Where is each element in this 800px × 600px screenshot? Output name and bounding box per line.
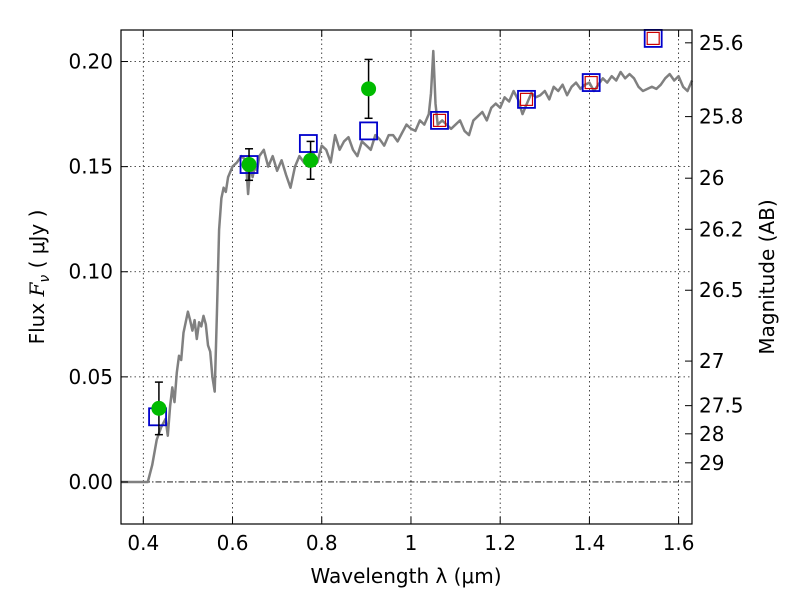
magnitude-tick-label: 25.8: [699, 105, 744, 129]
data-layer: [121, 29, 694, 484]
magnitude-tick-label: 26.5: [699, 278, 744, 302]
model-box: [359, 121, 378, 141]
sed-model-line: [121, 49, 694, 484]
y-axis-label-prefix: Flux: [25, 296, 49, 344]
plot-frame: [120, 29, 693, 525]
model-box-inner: [646, 31, 660, 46]
magnitude-tick-label: 29: [699, 451, 724, 475]
magnitude-tick-label: 25.6: [699, 31, 744, 55]
y-axis-label-suffix: ( μJy ): [25, 210, 49, 275]
photometry-point: [151, 400, 167, 416]
model-box: [430, 110, 449, 130]
y-tick-label: 0.10: [68, 260, 113, 284]
x-tick-label: 1.2: [484, 531, 516, 555]
axis-layer: 0.4 0.6 0.8 1 1.2 1.4 1.6 0.00 0.05 0.10 0.15 0.20 2…: [68, 30, 744, 555]
magnitude-tick-label: 27: [699, 349, 724, 373]
x-tick-label: 1: [405, 531, 418, 555]
y-tick-label: 0.15: [68, 155, 113, 179]
photometry-point: [303, 152, 319, 168]
x-tick-label: 1.6: [663, 531, 695, 555]
magnitude-tick-label: 26: [699, 166, 724, 190]
y-tick-label: 0.00: [68, 470, 113, 494]
model-box-inner: [432, 113, 447, 127]
model-box: [517, 89, 536, 109]
model-box-inner: [519, 92, 534, 106]
magnitude-tick-label: 27.5: [699, 394, 744, 418]
x-axis-label: Wavelength λ (μm): [310, 564, 501, 588]
y2-axis-label: Magnitude (AB): [755, 199, 779, 354]
magnitude-tick-label: 28: [699, 422, 724, 446]
photometry-point: [361, 81, 377, 97]
x-tick-label: 0.6: [217, 531, 249, 555]
model-box: [298, 134, 318, 153]
grid-layer: [121, 30, 692, 524]
x-tick-label: 1.4: [573, 531, 605, 555]
x-tick-label: 0.4: [127, 531, 159, 555]
y-axis-label-subscript: ν: [37, 275, 53, 283]
magnitude-tick-label: 26.2: [699, 217, 744, 241]
y-tick-label: 0.20: [68, 50, 113, 74]
x-tick-label: 0.8: [306, 531, 338, 555]
photometry-point: [241, 157, 257, 173]
model-box-inner: [584, 75, 598, 90]
y-axis-label-symbol: F: [25, 281, 49, 297]
model-box: [581, 73, 601, 92]
y-axis-label: Flux Fν ( μJy ): [25, 210, 53, 345]
y-tick-label: 0.05: [68, 365, 113, 389]
